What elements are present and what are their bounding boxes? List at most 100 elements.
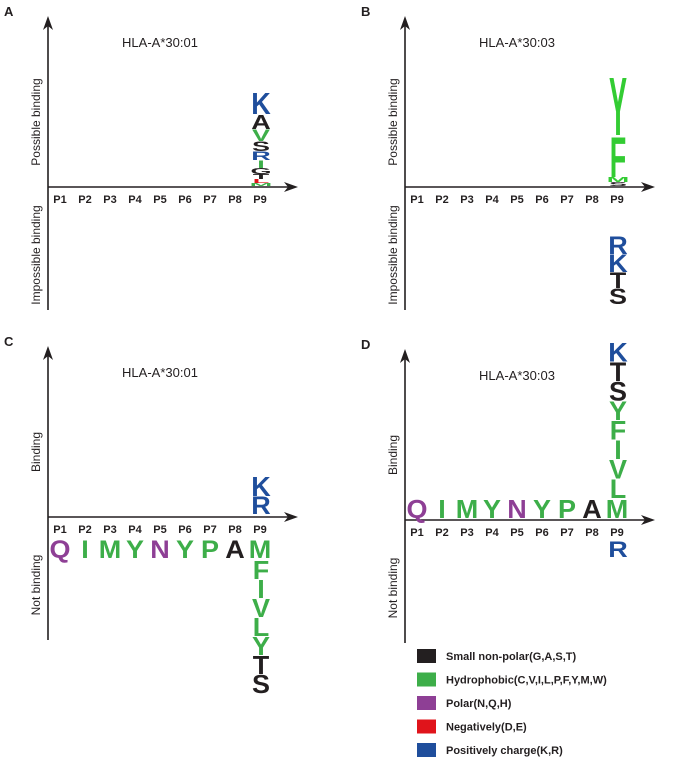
position-label: P8 (585, 194, 598, 206)
legend-label: Positively charge(K,R) (446, 745, 563, 757)
y-label-bottom: Impossible binding (29, 205, 43, 304)
position-label: P2 (78, 524, 91, 536)
logo-letter: Y (609, 61, 627, 154)
position-label: P2 (435, 527, 448, 539)
position-label: P7 (560, 527, 573, 539)
logo-letter: Q (50, 537, 71, 564)
position-label: P9 (253, 524, 266, 536)
logo-letter: N (150, 537, 170, 564)
logo-letter: R (608, 233, 628, 260)
panel-title: HLA-A*30:01 (122, 35, 198, 50)
logo-letter: M (249, 537, 271, 564)
legend-label: Small non-polar(G,A,S,T) (446, 651, 577, 663)
position-label: P3 (460, 527, 473, 539)
logo-letter: I (81, 537, 88, 564)
y-label-top: Binding (386, 435, 400, 475)
logo-letter: P (201, 537, 219, 564)
y-arrow (43, 16, 53, 30)
position-label: P1 (410, 527, 423, 539)
logo-letter: T (253, 173, 269, 181)
y-label-top: Possible binding (29, 78, 43, 165)
panel-label: A (4, 4, 14, 19)
logo-letter: V (252, 593, 270, 623)
legend-swatch (417, 719, 436, 734)
panel-label: D (361, 337, 370, 352)
position-label: P6 (535, 194, 548, 206)
logo-letter: L (253, 612, 269, 642)
logo-letter: I (257, 574, 264, 604)
position-label: P6 (178, 524, 191, 536)
y-label-top: Possible binding (386, 78, 400, 165)
logo-letter: K (251, 88, 271, 122)
logo-letter: K (608, 251, 628, 278)
position-label: P9 (610, 194, 623, 206)
logo-letter: A (225, 537, 245, 564)
logo-letter: A (251, 111, 271, 134)
panel: C HLA-A*30:01 Binding Not binding P1 P2 P3 P4 P5… (4, 334, 298, 699)
y-arrow (400, 349, 410, 363)
logo-letter: Y (252, 631, 270, 661)
x-arrow (284, 182, 298, 192)
logo-letter: I (614, 435, 621, 465)
panel-title: HLA-A*30:01 (122, 365, 198, 380)
logo-letter: Y (483, 494, 501, 524)
y-label-bottom: Not binding (386, 558, 400, 619)
logo-letter: G (250, 167, 271, 176)
position-label: P7 (560, 194, 573, 206)
logo-letter: S (609, 285, 627, 309)
x-arrow (641, 182, 655, 192)
position-label: P6 (535, 527, 548, 539)
logo-letter: M (250, 183, 272, 187)
position-label: P7 (203, 524, 216, 536)
logo-letter: T (610, 269, 626, 293)
y-label-bottom: Not binding (29, 555, 43, 616)
legend-label: Polar(N,Q,H) (446, 698, 512, 710)
position-label: P5 (510, 194, 523, 206)
logo-letter: Y (533, 494, 551, 524)
position-label: P8 (228, 194, 241, 206)
panel: B HLA-A*30:03 Possible binding Impossible b… (361, 4, 655, 310)
position-label: P9 (253, 194, 266, 206)
panel-label: C (4, 334, 14, 349)
position-label: P6 (178, 194, 191, 206)
position-label: P8 (228, 524, 241, 536)
logo-letter: R (608, 538, 628, 562)
logo-letter: T (610, 357, 627, 387)
position-label: P3 (103, 524, 116, 536)
logo-letter: N (507, 494, 527, 524)
logo-letter: M (99, 537, 121, 564)
x-arrow (284, 512, 298, 522)
legend-swatch (417, 649, 436, 663)
logo-letter: Y (609, 396, 627, 426)
position-label: P3 (460, 194, 473, 206)
panel: D HLA-A*30:03 Binding Not binding P1 P2 P3 P4 P5… (361, 337, 655, 643)
logo-letter: K (251, 471, 271, 502)
position-label: P4 (485, 527, 499, 539)
x-arrow (641, 515, 655, 525)
position-label: P5 (153, 194, 166, 206)
legend-swatch (417, 672, 436, 687)
position-label: P7 (203, 194, 216, 206)
logo-letter: K (608, 338, 628, 368)
panel-title: HLA-A*30:03 (479, 368, 555, 383)
logo-letter: S (609, 181, 627, 187)
position-label: P5 (510, 527, 523, 539)
position-label: P5 (153, 524, 166, 536)
logo-letter: L (253, 178, 270, 184)
logo-letter: S (252, 669, 270, 699)
legend-swatch (417, 743, 436, 757)
position-label: P3 (103, 194, 116, 206)
position-label: P2 (435, 194, 448, 206)
panel-label: B (361, 4, 370, 19)
position-label: P4 (128, 194, 142, 206)
logo-letter: F (610, 124, 626, 189)
legend-swatch (417, 696, 436, 710)
legend-label: Negatively(D,E) (446, 722, 527, 734)
panel-title: HLA-A*30:03 (479, 35, 555, 50)
logo-letter: T (253, 650, 269, 680)
logo-letter: M (606, 494, 628, 524)
logo-letter: R (251, 493, 271, 520)
logo-letter: S (252, 139, 270, 154)
logo-letter: M (456, 494, 478, 524)
